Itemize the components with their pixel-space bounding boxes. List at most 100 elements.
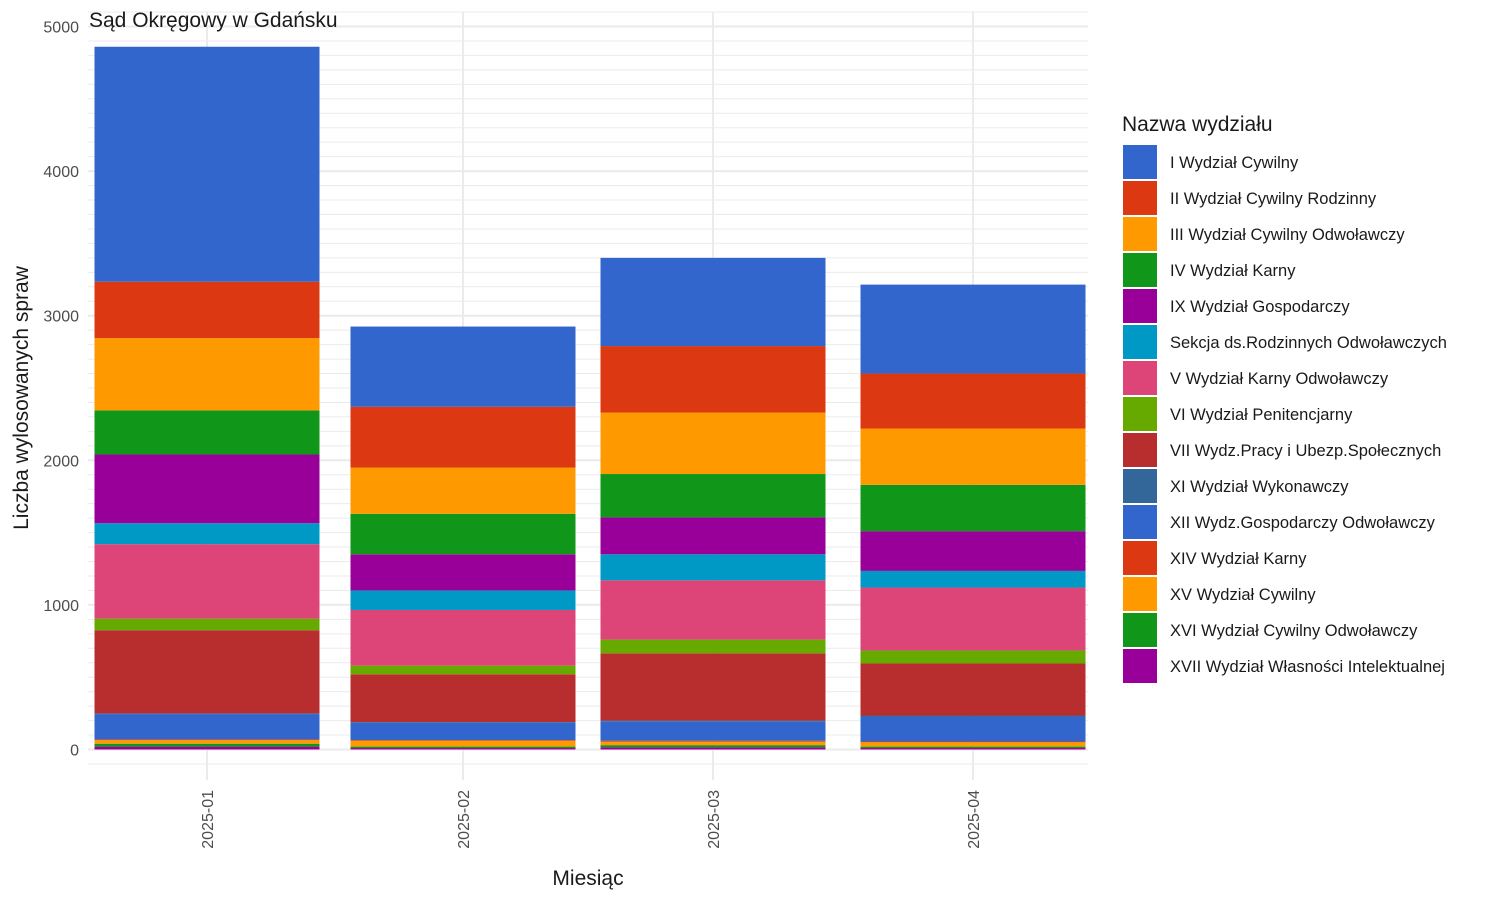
bar-segment bbox=[94, 630, 320, 714]
legend-swatch bbox=[1123, 217, 1157, 251]
legend-label: Sekcja ds.Rodzinnych Odwoławczych bbox=[1170, 334, 1447, 352]
bar-segment bbox=[350, 554, 576, 591]
bar-segment bbox=[600, 580, 826, 640]
y-tick-label: 1000 bbox=[43, 598, 79, 615]
bar-segment bbox=[860, 716, 1086, 742]
x-axis-title: Miesiąc bbox=[552, 867, 623, 890]
bar-segment bbox=[350, 740, 576, 741]
bar-segment bbox=[94, 739, 320, 741]
bar-segment bbox=[350, 513, 576, 555]
y-tick-label: 0 bbox=[70, 743, 79, 760]
bars bbox=[94, 46, 1086, 750]
legend-label: XVI Wydział Cywilny Odwoławczy bbox=[1170, 622, 1418, 640]
legend-label: XV Wydział Cywilny bbox=[1170, 586, 1316, 604]
legend-label: II Wydział Cywilny Rodzinny bbox=[1170, 190, 1377, 208]
legend-title: Nazwa wydziału bbox=[1122, 113, 1273, 136]
bar-segment bbox=[94, 714, 320, 740]
y-axis-title: Liczba wylosowanych spraw bbox=[10, 265, 33, 530]
bar-segment bbox=[860, 587, 1086, 651]
bar-segment bbox=[600, 740, 826, 742]
bar-segment bbox=[600, 741, 826, 746]
legend-label: V Wydział Karny Odwoławczy bbox=[1170, 370, 1389, 388]
bar-segment bbox=[94, 544, 320, 619]
bar-segment bbox=[860, 373, 1086, 429]
bar-segment bbox=[600, 639, 826, 654]
legend-swatch bbox=[1123, 541, 1157, 575]
bar-segment bbox=[860, 531, 1086, 571]
bar-segment bbox=[600, 747, 826, 750]
legend-label: IV Wydział Karny bbox=[1170, 262, 1296, 280]
legend-swatch bbox=[1123, 613, 1157, 647]
bar-segment bbox=[600, 412, 826, 475]
legend-swatch bbox=[1123, 649, 1157, 683]
legend-swatch bbox=[1123, 253, 1157, 287]
bar-segment bbox=[600, 721, 826, 741]
legend-swatch bbox=[1123, 433, 1157, 467]
bar-segment bbox=[350, 748, 576, 750]
bar-segment bbox=[350, 609, 576, 666]
legend-label: VI Wydział Penitencjarny bbox=[1170, 406, 1353, 424]
x-tick-label: 2025-01 bbox=[200, 790, 217, 849]
bar-segment bbox=[600, 554, 826, 581]
legend-swatch bbox=[1123, 289, 1157, 323]
bar-segment bbox=[94, 454, 320, 524]
bar-segment bbox=[600, 745, 826, 748]
legend-label: XIV Wydział Karny bbox=[1170, 550, 1307, 568]
bar-segment bbox=[860, 484, 1086, 532]
bar-segment bbox=[860, 284, 1086, 374]
chart-title: Sąd Okręgowy w Gdańsku bbox=[89, 9, 338, 32]
bar-segment bbox=[94, 743, 320, 747]
legend-swatch bbox=[1123, 325, 1157, 359]
legend-label: XVII Wydział Własności Intelektualnej bbox=[1170, 658, 1445, 676]
bar-segment bbox=[860, 748, 1086, 750]
y-axis-ticks: 0 1000 2000 3000 4000 5000 bbox=[43, 20, 79, 760]
y-tick-label: 4000 bbox=[43, 164, 79, 181]
bar-segment bbox=[600, 474, 826, 518]
bar-segment bbox=[350, 740, 576, 747]
x-tick-label: 2025-04 bbox=[966, 790, 983, 849]
legend-swatch bbox=[1123, 361, 1157, 395]
bar-segment bbox=[94, 618, 320, 631]
bar-segment bbox=[94, 46, 320, 282]
bar-segment bbox=[94, 523, 320, 545]
bar-segment bbox=[860, 741, 1086, 743]
legend-label: I Wydział Cywilny bbox=[1170, 154, 1299, 172]
legend-label: XII Wydz.Gospodarczy Odwoławczy bbox=[1170, 514, 1436, 532]
bar-segment bbox=[350, 722, 576, 723]
bar-segment bbox=[94, 338, 320, 411]
bar-segment bbox=[600, 346, 826, 413]
bar-segment bbox=[94, 410, 320, 455]
bar-segment bbox=[860, 746, 1086, 749]
y-tick-label: 3000 bbox=[43, 309, 79, 326]
legend-swatch bbox=[1123, 145, 1157, 179]
bar-segment bbox=[860, 663, 1086, 716]
bar-segment bbox=[600, 653, 826, 721]
y-tick-label: 5000 bbox=[43, 20, 79, 37]
legend-swatch bbox=[1123, 181, 1157, 215]
bar-segment bbox=[350, 590, 576, 610]
legend-swatch bbox=[1123, 505, 1157, 539]
legend-swatch bbox=[1123, 469, 1157, 503]
legend-swatch bbox=[1123, 577, 1157, 611]
x-tick-label: 2025-03 bbox=[706, 790, 723, 849]
bar-segment bbox=[350, 722, 576, 741]
legend-label: VII Wydz.Pracy i Ubezp.Społecznych bbox=[1170, 442, 1441, 460]
bar-segment bbox=[94, 740, 320, 744]
bar-segment bbox=[860, 742, 1086, 747]
bar-segment bbox=[94, 746, 320, 750]
legend-label: IX Wydział Gospodarczy bbox=[1170, 298, 1350, 316]
legend-label: XI Wydział Wykonawczy bbox=[1170, 478, 1349, 496]
bar-segment bbox=[94, 713, 320, 715]
bar-segment bbox=[94, 281, 320, 339]
x-axis-ticks: 2025-01 2025-02 2025-03 2025-04 bbox=[200, 790, 983, 849]
bar-segment bbox=[350, 467, 576, 514]
bar-segment bbox=[860, 570, 1086, 588]
bar-segment bbox=[860, 650, 1086, 664]
legend-label: III Wydział Cywilny Odwoławczy bbox=[1170, 226, 1405, 244]
bar-segment bbox=[860, 428, 1086, 485]
x-tick-label: 2025-02 bbox=[456, 790, 473, 849]
bar-segment bbox=[350, 665, 576, 675]
bar-segment bbox=[600, 517, 826, 555]
bar-segment bbox=[600, 257, 826, 347]
bar-segment bbox=[350, 746, 576, 749]
